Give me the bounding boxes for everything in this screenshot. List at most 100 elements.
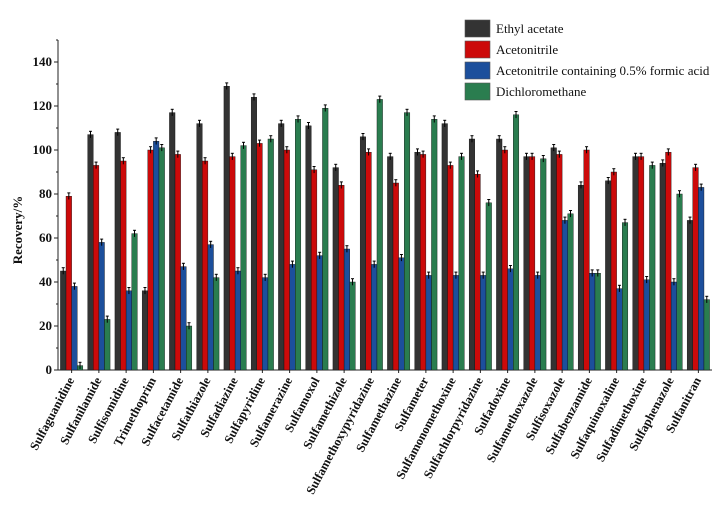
y-axis-label: Recovery/% [10,196,25,265]
bar [698,187,705,371]
bar [513,114,520,371]
bar [692,167,699,371]
bar [523,156,530,371]
bar [343,248,350,371]
bar [649,165,656,371]
bar [387,156,394,371]
bar [632,156,639,371]
bar [196,123,203,371]
bar [670,281,677,371]
y-tick-label: 20 [39,318,52,333]
bar [87,134,94,371]
bar [605,180,612,371]
bar [643,279,650,371]
legend: Ethyl acetate Acetonitrile Acetonitrile co… [464,19,710,101]
bar [529,156,536,371]
bar [556,154,563,371]
y-tick-label: 0 [46,362,53,377]
bar [480,275,487,371]
bar [289,264,296,371]
bar [496,138,503,371]
bar [420,154,427,371]
bar [267,138,274,371]
bar [594,273,601,371]
legend-label: Ethyl acetate [496,21,564,36]
bar [610,171,617,371]
bar [141,290,148,371]
y-tick-label: 60 [39,230,52,245]
bar [311,169,318,371]
bar [153,140,160,371]
legend-label: Acetonitrile [496,42,558,57]
bar [104,319,111,371]
bar [447,165,454,371]
bar [371,264,378,371]
bar [213,277,220,371]
bar [431,118,438,371]
bar [202,160,209,371]
legend-label: Acetonitrile containing 0.5% formic acid [496,63,710,78]
y-tick-label: 140 [33,54,53,69]
bar [676,193,683,371]
bar [174,154,181,371]
bar [338,184,345,371]
bar [125,290,132,371]
bar [234,270,241,371]
bar [474,173,481,371]
bar [240,145,247,371]
bars [60,82,710,371]
bar [452,275,459,371]
bar [120,160,127,371]
bar [114,132,121,371]
bar [349,281,356,371]
bar [485,202,492,371]
bar [659,162,666,371]
bar [278,123,285,371]
legend-swatch [464,19,491,38]
bar [147,149,154,371]
bar [425,275,432,371]
bar [131,233,138,371]
bar [501,149,508,371]
bar [207,244,214,371]
bar [414,151,421,371]
legend-label: Dichloromethane [496,84,586,99]
bar [589,273,596,371]
bar [250,96,257,371]
bar [622,222,629,371]
bar [458,156,465,371]
bar [404,112,411,371]
bar [703,299,710,371]
bar [550,147,557,371]
bar [534,275,541,371]
bar [295,118,302,371]
bar [616,288,623,371]
y-tick-label: 40 [39,274,52,289]
bar [638,156,645,371]
bar [583,149,590,371]
bar [262,277,269,371]
bar [180,266,187,371]
bar [322,107,329,371]
bar [392,182,399,371]
bar [158,147,165,371]
bar [186,325,193,371]
bar [98,242,105,371]
bar [71,286,78,371]
y-tick-label: 80 [39,186,52,201]
bar [665,151,672,371]
legend-swatch [464,40,491,59]
bar [365,151,372,371]
bar [283,149,290,371]
bar [60,270,67,371]
bar [561,220,568,371]
bar [223,85,230,371]
bar [507,268,514,371]
bar [93,165,100,371]
y-tick-label: 120 [33,98,53,113]
bar [398,257,405,371]
bar [256,143,263,371]
bar [468,138,475,371]
bar [169,112,176,371]
